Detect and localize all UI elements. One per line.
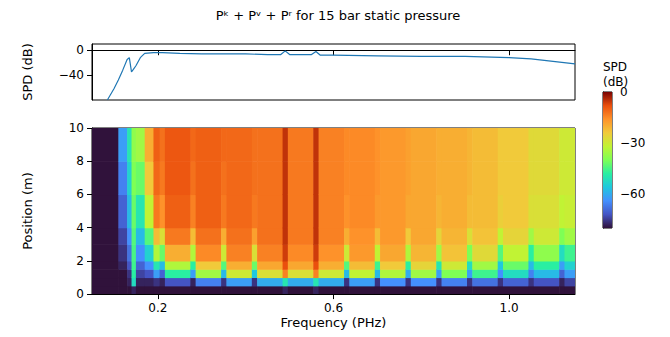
svg-text:0.6: 0.6 (324, 301, 343, 315)
svg-text:0.2: 0.2 (148, 301, 167, 315)
svg-text:2: 2 (76, 254, 84, 268)
svg-text:−60: −60 (620, 187, 645, 201)
svg-text:10: 10 (69, 121, 84, 135)
svg-text:SPD (dB): SPD (dB) (20, 43, 35, 101)
svg-text:4: 4 (76, 221, 84, 235)
svg-text:SPD: SPD (603, 60, 627, 74)
svg-text:6: 6 (76, 187, 84, 201)
svg-text:−40: −40 (59, 68, 84, 82)
svg-text:0: 0 (620, 85, 628, 99)
svg-text:Position (m): Position (m) (20, 172, 35, 250)
svg-text:−30: −30 (620, 136, 645, 150)
svg-text:(dB): (dB) (603, 75, 628, 89)
svg-text:Frequency (PHz): Frequency (PHz) (281, 315, 387, 330)
svg-text:0: 0 (76, 43, 84, 57)
svg-text:0: 0 (76, 287, 84, 301)
svg-text:8: 8 (76, 154, 84, 168)
svg-text:1.0: 1.0 (500, 301, 519, 315)
svg-text:Pᵏ + Pᵛ + Pʳ for 15 bar static: Pᵏ + Pᵛ + Pʳ for 15 bar static pressure (216, 8, 461, 23)
